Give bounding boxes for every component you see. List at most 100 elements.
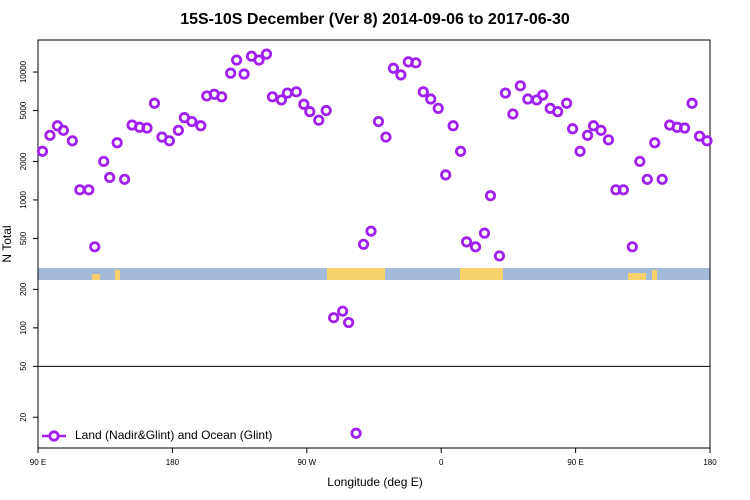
map-strip	[38, 268, 710, 280]
point	[641, 173, 653, 185]
y-tick-label: 5000	[19, 101, 28, 119]
point	[522, 93, 534, 105]
y-tick-label: 50	[19, 361, 28, 370]
point	[89, 241, 101, 253]
point	[425, 93, 437, 105]
point	[195, 120, 207, 132]
point	[44, 129, 56, 141]
point	[172, 124, 184, 136]
point	[238, 68, 250, 80]
point	[410, 57, 422, 69]
point	[484, 190, 497, 202]
point	[602, 134, 615, 146]
y-tick-label: 10000	[19, 60, 28, 83]
point	[679, 122, 691, 134]
y-tick-label: 20	[19, 412, 28, 421]
point	[372, 115, 385, 128]
point	[186, 115, 198, 128]
point	[417, 86, 429, 98]
point	[478, 227, 491, 239]
point	[74, 184, 86, 196]
point	[617, 184, 629, 196]
point	[595, 124, 607, 136]
point	[387, 62, 400, 74]
point	[98, 155, 110, 168]
point	[567, 123, 579, 135]
point	[365, 225, 377, 237]
legend-label: Land (Nadir&Glint) and Ocean (Glint)	[75, 428, 272, 442]
y-tick-label: 2000	[19, 152, 28, 170]
point	[447, 120, 459, 132]
x-tick-label: 180	[703, 458, 717, 467]
point	[119, 173, 131, 185]
land	[115, 270, 120, 280]
point	[574, 145, 586, 157]
land	[460, 268, 503, 280]
x-tick-label: 90 W	[297, 458, 316, 467]
point	[581, 129, 594, 141]
y-axis-label: N Total	[0, 225, 14, 262]
y-tick-label: 1000	[19, 190, 28, 208]
point	[380, 131, 392, 143]
point	[83, 184, 95, 196]
point	[104, 171, 116, 184]
point	[432, 102, 444, 114]
point	[469, 241, 482, 253]
point	[343, 316, 355, 329]
point	[281, 87, 293, 99]
point	[304, 106, 316, 118]
point	[656, 173, 668, 185]
point	[587, 120, 600, 132]
land	[327, 268, 385, 280]
point	[313, 114, 325, 126]
plot-frame	[37, 39, 711, 449]
point	[163, 135, 176, 147]
point	[537, 89, 549, 101]
point	[514, 80, 526, 92]
point	[455, 145, 467, 157]
point	[66, 135, 78, 147]
point	[693, 130, 706, 142]
point	[141, 122, 153, 134]
x-tick-label: 90 E	[30, 458, 46, 467]
point	[686, 97, 698, 109]
point	[275, 94, 288, 106]
point	[260, 48, 273, 60]
point	[337, 305, 349, 317]
point	[460, 236, 473, 248]
point	[357, 238, 370, 250]
point	[320, 104, 332, 117]
point	[266, 91, 279, 103]
point	[626, 241, 638, 253]
legend-marker	[48, 430, 60, 442]
point	[701, 135, 713, 147]
point	[328, 312, 340, 324]
point	[225, 67, 237, 79]
point	[298, 98, 310, 110]
point	[499, 87, 512, 99]
point	[111, 137, 123, 149]
x-tick-label: 180	[166, 458, 180, 467]
point	[649, 137, 661, 149]
point	[290, 86, 302, 98]
point	[634, 155, 646, 168]
land	[92, 274, 100, 280]
point	[253, 54, 265, 66]
chart-title: 15S-10S December (Ver 8) 2014-09-06 to 2…	[180, 11, 570, 28]
point	[395, 69, 407, 81]
point	[148, 97, 161, 109]
land	[652, 270, 657, 280]
y-tick-label: 500	[19, 231, 28, 245]
x-tick-label: 90 E	[567, 458, 583, 467]
point	[493, 250, 506, 262]
y-tick-label: 200	[19, 282, 28, 296]
x-tick-label: 0	[439, 458, 444, 467]
point	[440, 169, 452, 181]
point	[552, 106, 564, 118]
point	[350, 427, 362, 439]
point	[36, 145, 49, 157]
point	[561, 97, 573, 109]
x-axis-label: Longitude (deg E)	[327, 475, 422, 489]
y-tick-label: 100	[19, 321, 28, 335]
